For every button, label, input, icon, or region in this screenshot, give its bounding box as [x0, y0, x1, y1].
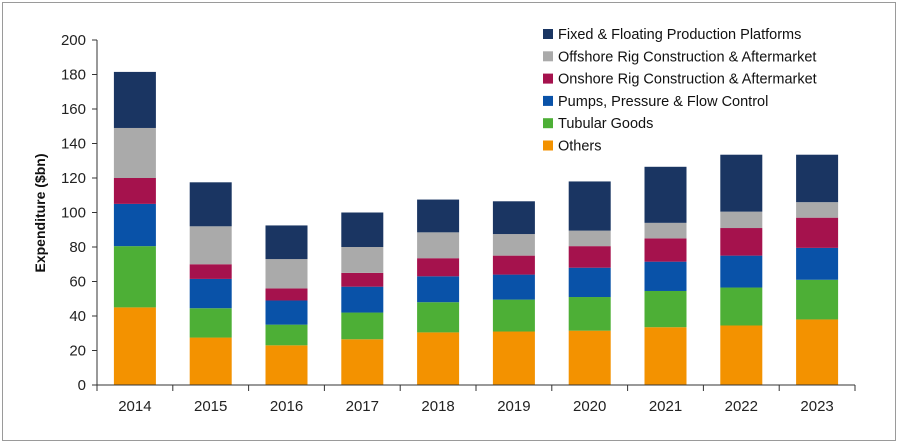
bar-segment-2019-2 — [492, 274, 535, 300]
bars-layer — [113, 71, 839, 386]
bar-segment-2014-5 — [113, 71, 156, 128]
bar-segment-2017-2 — [341, 286, 384, 313]
bar-segment-2018-1 — [417, 302, 460, 333]
bar-segment-2017-1 — [341, 312, 384, 340]
x-tick-label: 2015 — [194, 398, 227, 415]
bar-segment-2016-2 — [265, 300, 308, 325]
bar-segment-2015-4 — [189, 226, 232, 265]
bar-segment-2015-1 — [189, 308, 232, 338]
bar-segment-2021-1 — [644, 290, 687, 328]
bar-segment-2020-2 — [568, 267, 611, 298]
legend-label: Tubular Goods — [558, 116, 653, 132]
y-tick-label: 140 — [61, 136, 86, 153]
legend-label: Others — [558, 139, 602, 155]
bar-segment-2021-3 — [644, 238, 687, 262]
bar-segment-2018-5 — [417, 199, 460, 233]
bar-segment-2023-1 — [796, 279, 839, 320]
legend-swatch — [543, 95, 553, 106]
bar-segment-2022-3 — [720, 228, 763, 256]
bar-segment-2021-0 — [644, 327, 687, 385]
bar-segment-2019-5 — [492, 201, 535, 235]
legend-swatch — [543, 73, 553, 84]
y-tick-label: 80 — [69, 239, 86, 256]
bar-segment-2019-1 — [492, 299, 535, 332]
legend-swatch — [543, 118, 553, 129]
axes-layer: 2014 2015 2016 2017 2018 2019 2020 2021 2022 2023… — [61, 32, 856, 415]
x-tick-label: 2019 — [497, 398, 530, 415]
x-tick-label: 2021 — [649, 398, 682, 415]
bar-segment-2017-5 — [341, 212, 384, 247]
y-tick-label: 100 — [61, 205, 86, 222]
bar-segment-2022-5 — [720, 154, 763, 212]
y-tick-label: 40 — [69, 308, 86, 325]
bar-segment-2016-3 — [265, 288, 308, 301]
bar-segment-2018-0 — [417, 332, 460, 385]
bar-segment-2014-2 — [113, 203, 156, 247]
bar-segment-2014-0 — [113, 307, 156, 386]
legend: Fixed & Floating Production Platforms Off… — [543, 27, 817, 155]
bar-segment-2023-3 — [796, 217, 839, 248]
bar-segment-2018-4 — [417, 232, 460, 259]
bar-segment-2020-5 — [568, 181, 611, 231]
bar-segment-2021-2 — [644, 261, 687, 291]
x-tick-label: 2014 — [118, 398, 151, 415]
bar-segment-2017-4 — [341, 247, 384, 273]
bar-segment-2022-2 — [720, 255, 763, 288]
bar-segment-2016-1 — [265, 324, 308, 346]
bar-segment-2023-2 — [796, 247, 839, 280]
bar-segment-2019-0 — [492, 331, 535, 385]
legend-label: Onshore Rig Construction & Aftermarket — [558, 72, 817, 88]
x-tick-label: 2023 — [800, 398, 833, 415]
bar-segment-2017-3 — [341, 272, 384, 287]
bar-segment-2014-1 — [113, 246, 156, 308]
bar-segment-2023-4 — [796, 202, 839, 218]
y-tick-label: 60 — [69, 274, 86, 291]
bar-segment-2020-1 — [568, 297, 611, 331]
bar-segment-2019-4 — [492, 234, 535, 256]
bar-segment-2014-3 — [113, 178, 156, 204]
legend-swatch — [543, 140, 553, 151]
bar-segment-2023-0 — [796, 319, 839, 385]
bar-segment-2023-5 — [796, 154, 839, 203]
legend-swatch — [543, 29, 553, 39]
bar-segment-2022-0 — [720, 325, 763, 385]
y-tick-label: 180 — [61, 67, 86, 84]
bar-segment-2014-4 — [113, 127, 156, 178]
legend-label: Offshore Rig Construction & Aftermarket — [558, 49, 816, 65]
bar-segment-2015-2 — [189, 278, 232, 309]
x-tick-label: 2017 — [346, 398, 379, 415]
y-tick-label: 160 — [61, 101, 86, 118]
bar-segment-2020-4 — [568, 230, 611, 247]
y-tick-label: 0 — [78, 377, 86, 394]
legend-label: Pumps, Pressure & Flow Control — [558, 94, 768, 110]
bar-segment-2022-4 — [720, 211, 763, 229]
bar-segment-2015-5 — [189, 182, 232, 227]
legend-label: Fixed & Floating Production Platforms — [558, 27, 801, 43]
bar-segment-2021-4 — [644, 222, 687, 239]
x-tick-label: 2020 — [573, 398, 606, 415]
x-tick-label: 2016 — [270, 398, 303, 415]
x-tick-label: 2022 — [725, 398, 758, 415]
y-tick-label: 200 — [61, 32, 86, 49]
bar-segment-2020-0 — [568, 330, 611, 385]
bar-segment-2017-0 — [341, 339, 384, 385]
legend-swatch — [543, 51, 553, 62]
bar-segment-2018-2 — [417, 276, 460, 303]
bar-segment-2015-0 — [189, 337, 232, 385]
y-tick-label: 120 — [61, 170, 86, 187]
bar-segment-2016-5 — [265, 225, 308, 260]
x-tick-label: 2018 — [421, 398, 454, 415]
bar-segment-2015-3 — [189, 264, 232, 279]
bar-segment-2016-4 — [265, 259, 308, 289]
bar-segment-2016-0 — [265, 345, 308, 385]
y-axis-label: Expenditure ($bn) — [32, 153, 48, 272]
y-tick-label: 20 — [69, 343, 86, 360]
bar-segment-2018-3 — [417, 258, 460, 277]
bar-segment-2021-5 — [644, 166, 687, 223]
bar-segment-2019-3 — [492, 255, 535, 275]
bar-segment-2022-1 — [720, 287, 763, 326]
bar-segment-2020-3 — [568, 246, 611, 268]
